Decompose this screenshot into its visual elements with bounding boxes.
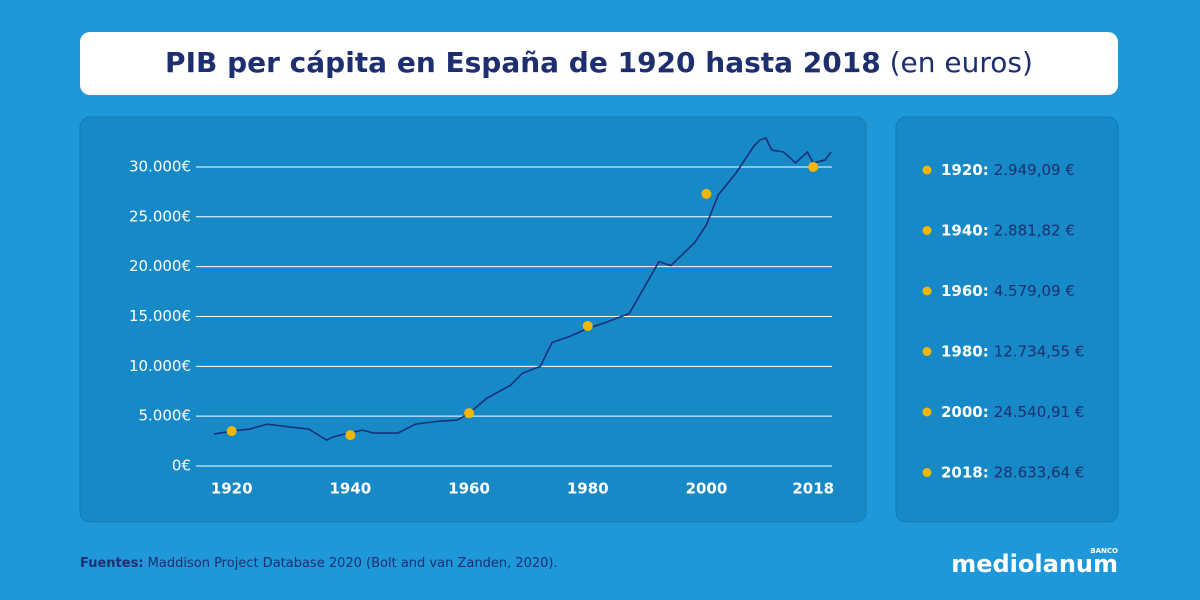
legend-value: 12.734,55 € <box>994 342 1085 360</box>
title-unit: (en euros) <box>890 46 1033 79</box>
legend-entry: 2018: 28.633,64 € <box>941 463 1084 481</box>
highlight-point <box>345 430 356 441</box>
legend-dot <box>922 407 932 417</box>
highlight-point <box>464 408 475 419</box>
legend-year: 1980: <box>941 342 989 360</box>
legend-value: 28.633,64 € <box>994 463 1085 481</box>
brand-small: BANCO <box>1090 547 1118 555</box>
highlight-point <box>701 188 712 199</box>
legend-entry: 1960: 4.579,09 € <box>941 282 1075 300</box>
highlight-point <box>226 426 237 437</box>
legend-value: 2.949,09 € <box>994 161 1075 179</box>
chart-title: PIB per cápita en España de 1920 hasta 2… <box>165 46 1033 79</box>
legend-year: 1960: <box>941 282 989 300</box>
source-note: Fuentes: Maddison Project Database 2020 … <box>80 556 558 571</box>
legend-value: 4.579,09 € <box>994 282 1075 300</box>
legend-year: 1920: <box>941 161 989 179</box>
legend-value: 24.540,91 € <box>994 403 1085 421</box>
legend-year: 2000: <box>941 403 989 421</box>
highlight-point <box>582 320 593 331</box>
legend-entry: 1920: 2.949,09 € <box>941 161 1075 179</box>
y-tick-label: 30.000€ <box>129 157 191 175</box>
legend-dot <box>922 165 932 175</box>
legend-dot <box>922 286 932 296</box>
x-tick-label: 2018 <box>792 480 834 498</box>
legend: 1920: 2.949,09 € 1940: 2.881,82 € 1960: 4.579… <box>922 161 1084 481</box>
legend-value: 2.881,82 € <box>994 221 1075 239</box>
legend-dot <box>922 347 932 356</box>
y-tick-label: 5.000€ <box>139 407 192 425</box>
y-tick-label: 0€ <box>172 457 191 475</box>
legend-dot <box>922 226 932 235</box>
highlight-point <box>808 161 819 172</box>
x-tick-label: 1960 <box>448 480 490 498</box>
x-tick-label: 1940 <box>329 480 371 498</box>
data-line <box>213 137 832 441</box>
y-tick-label: 10.000€ <box>129 357 191 375</box>
x-tick-label: 1980 <box>567 480 609 498</box>
title-box <box>80 32 1118 95</box>
x-tick-label: 2000 <box>686 480 728 498</box>
legend-panel <box>895 116 1119 523</box>
legend-year: 1940: <box>941 221 989 239</box>
source-text: Maddison Project Database 2020 (Bolt and… <box>148 556 558 571</box>
source-label: Fuentes: <box>80 556 144 571</box>
legend-entry: 1980: 12.734,55 € <box>941 342 1084 360</box>
chart-panel <box>79 116 867 523</box>
legend-entry: 1940: 2.881,82 € <box>941 221 1075 239</box>
y-tick-label: 20.000€ <box>129 257 191 275</box>
brand-logo: mediolanum <box>951 550 1118 578</box>
plot: 0€ 5.000€ 10.000€ 15.000€ 20.000€ 25.000€ 30.0… <box>129 137 834 498</box>
title-main: PIB per cápita en España de 1920 hasta 2… <box>165 46 881 79</box>
legend-year: 2018: <box>941 463 989 481</box>
y-tick-label: 15.000€ <box>129 307 191 325</box>
legend-dot <box>922 468 932 477</box>
legend-entry: 2000: 24.540,91 € <box>941 403 1084 421</box>
y-tick-label: 25.000€ <box>129 207 191 225</box>
x-tick-label: 1920 <box>211 480 253 498</box>
